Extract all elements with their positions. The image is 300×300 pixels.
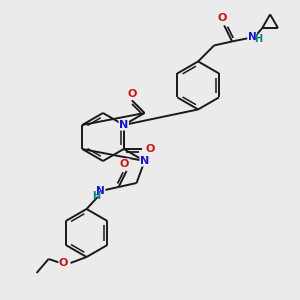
Text: O: O [145,144,154,154]
Text: N: N [248,32,256,42]
Text: H: H [92,191,101,201]
Text: H: H [254,34,262,44]
Text: O: O [59,258,68,268]
Text: N: N [96,186,105,196]
Text: O: O [127,89,136,99]
Text: N: N [140,156,149,166]
Text: O: O [120,159,129,169]
Text: N: N [119,120,128,130]
Text: O: O [218,14,227,23]
